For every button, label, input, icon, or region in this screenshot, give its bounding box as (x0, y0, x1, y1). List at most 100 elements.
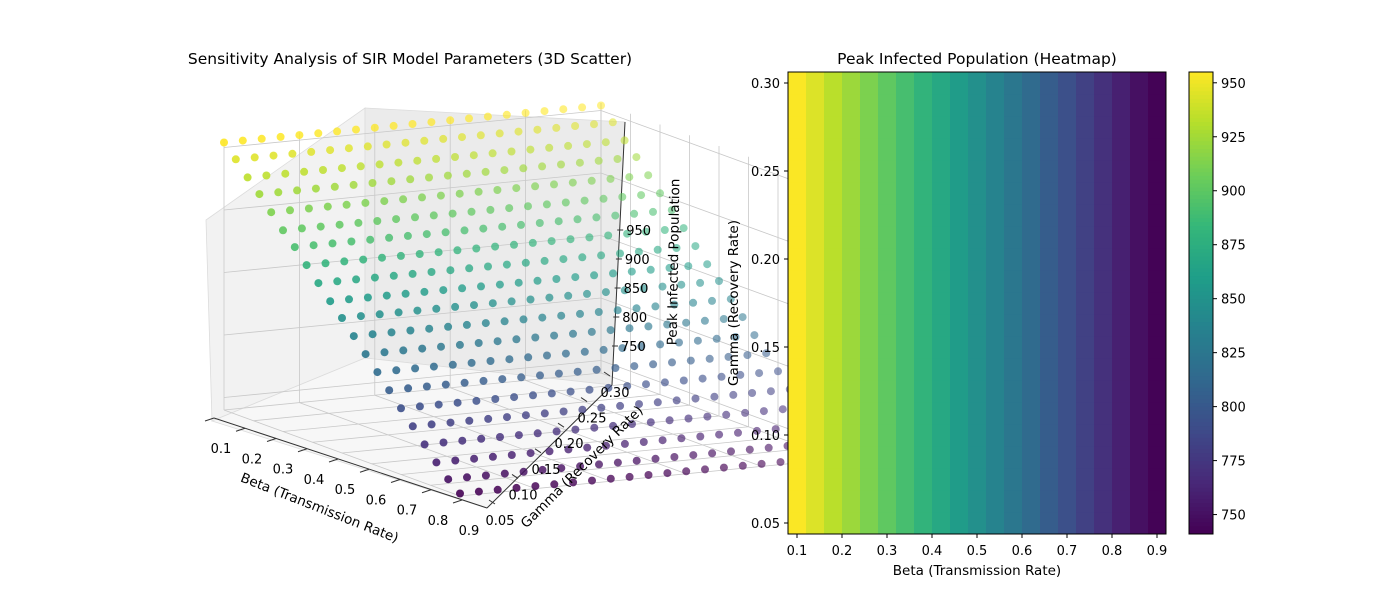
scatter-point (309, 241, 318, 250)
scatter-point (439, 438, 448, 447)
scatter-point (493, 337, 502, 346)
heatmap-cell (1040, 270, 1059, 293)
scatter-point (311, 184, 320, 193)
heatmap-cell (1094, 446, 1113, 469)
heatmap-cell (986, 446, 1005, 469)
heatmap-cell (1094, 512, 1113, 535)
heatmap-cell (986, 270, 1005, 293)
scatter-point (274, 188, 283, 197)
heatmap-cell (986, 204, 1005, 227)
heatmap-cell (824, 204, 843, 227)
heatmap-cell (1004, 182, 1023, 205)
heatmap-cell (1022, 116, 1041, 139)
heatmap-cell (1094, 116, 1113, 139)
scatter-point (559, 407, 568, 416)
scatter-point (323, 202, 332, 211)
scatter-point (677, 434, 686, 443)
scatter-z-tick-label: 900 (625, 253, 650, 268)
heatmap-cell (968, 248, 987, 271)
scatter-point (257, 134, 266, 143)
heatmap-cell (968, 204, 987, 227)
scatter-point (745, 445, 754, 454)
heatmap-cell (1094, 270, 1113, 293)
colorbar-band (1189, 133, 1213, 138)
heatmap-cell (896, 446, 915, 469)
scatter-point (771, 425, 780, 434)
scatter-point (547, 389, 556, 398)
scatter-point (585, 233, 594, 242)
scatter-x-tick (328, 458, 339, 463)
heatmap-cell (896, 336, 915, 359)
heatmap-y-tick-label: 0.25 (751, 165, 780, 180)
scatter-point (682, 467, 691, 476)
scatter-grid-line (223, 297, 838, 385)
heatmap-cell (896, 380, 915, 403)
scatter-point (552, 123, 561, 132)
scatter-point (342, 200, 351, 209)
heatmap-cell (1040, 490, 1059, 513)
scatter-point (613, 458, 622, 467)
scatter-point (568, 178, 577, 187)
heatmap-cell (860, 512, 879, 535)
heatmap-cell (968, 446, 987, 469)
scatter-point (502, 260, 511, 269)
scatter-point (564, 291, 573, 300)
heatmap-cell (1058, 270, 1077, 293)
scatter-point (757, 459, 766, 468)
scatter-point (488, 149, 497, 158)
scatter-point (734, 428, 742, 437)
scatter-point (422, 230, 431, 239)
heatmap-cell (824, 358, 843, 381)
scatter-point (668, 358, 676, 367)
heatmap-x-tick-label: 0.1 (787, 544, 808, 559)
scatter-point (531, 333, 540, 342)
heatmap-cell (860, 160, 879, 183)
heatmap-cell (950, 314, 969, 337)
heatmap-cell (1094, 138, 1113, 161)
colorbar-band (1189, 164, 1213, 169)
scatter-point (665, 263, 674, 272)
colorbar-band (1189, 522, 1213, 527)
heatmap-cell (1058, 490, 1077, 513)
colorbar-band (1189, 406, 1213, 412)
heatmap-cell (896, 490, 915, 513)
heatmap-cell (842, 226, 861, 249)
heatmap-cell (1094, 358, 1113, 381)
heatmap-cell (806, 490, 825, 513)
scatter-point (590, 423, 599, 432)
heatmap-cell (788, 182, 807, 205)
colorbar-band (1189, 430, 1213, 435)
scatter-point (486, 205, 495, 214)
scatter-point (408, 422, 417, 431)
scatter-point (557, 160, 565, 169)
heatmap-cell (824, 116, 843, 139)
scatter-x-tick (421, 489, 432, 494)
colorbar-band (1189, 172, 1213, 177)
heatmap-cell (986, 490, 1005, 513)
heatmap-cell (788, 468, 807, 491)
heatmap-cell (1004, 116, 1023, 139)
heatmap-cell (824, 446, 843, 469)
scatter-point (519, 315, 528, 324)
heatmap-cell (824, 512, 843, 535)
scatter-point (448, 209, 457, 218)
colorbar-band (1189, 368, 1213, 373)
heatmap-cell (1148, 446, 1167, 469)
heatmap-cell (896, 468, 915, 491)
heatmap-cell (950, 292, 969, 315)
heatmap-cell (986, 116, 1005, 139)
scatter-point (637, 191, 646, 200)
heatmap-cell (842, 94, 861, 117)
heatmap-cell (1148, 270, 1167, 293)
colorbar-band (1189, 310, 1213, 316)
scatter-point (571, 273, 580, 282)
heatmap-cell (860, 358, 879, 381)
heatmap-cell (842, 138, 861, 161)
scatter-point (474, 187, 483, 196)
colorbar-band (1189, 322, 1213, 327)
scatter-point (585, 385, 594, 394)
heatmap-cell (1130, 226, 1149, 249)
scatter-point (583, 443, 592, 452)
scatter-grid-line (371, 426, 749, 465)
heatmap-cell (788, 490, 807, 513)
